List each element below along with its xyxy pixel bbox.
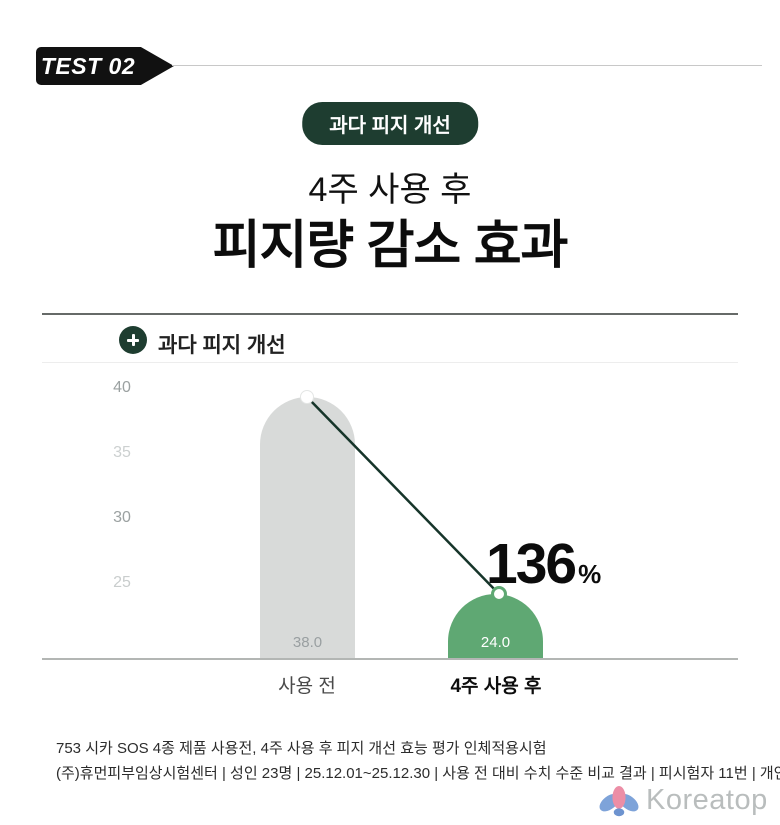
bar-before-use: 38.0 — [260, 397, 355, 659]
data-point-dot-after — [491, 586, 507, 602]
test-number-badge: TEST 02 — [36, 47, 174, 85]
x-axis-label-after: 4주 사용 후 — [450, 676, 542, 697]
brand-logo: Koreatop — [598, 782, 768, 818]
header-divider-line — [172, 65, 762, 66]
footnotes: 753 시카 SOS 4종 제품 사용전, 4주 사용 후 피지 개선 효능 평… — [56, 736, 780, 786]
y-axis-tick: 35 — [113, 444, 131, 461]
y-axis-tick: 25 — [113, 574, 131, 591]
x-axis-baseline — [42, 658, 738, 660]
footnote-line-2: (주)휴먼피부임상시험센터 | 성인 23명 | 25.12.01~25.12.… — [56, 765, 780, 782]
lotus-icon — [599, 786, 639, 817]
x-axis-label-before: 사용 전 — [278, 676, 336, 697]
section-bottom-rule — [42, 362, 738, 363]
bar-after-4weeks: 24.0 — [448, 594, 543, 659]
y-axis-tick: 40 — [113, 379, 131, 396]
data-point-dot-before — [300, 390, 314, 404]
test-number-label: TEST 02 — [40, 52, 136, 79]
section-label: 과다 피지 개선 — [158, 334, 286, 357]
title-subtitle: 4주 사용 후 — [308, 171, 472, 209]
category-pill-badge: 과다 피지 개선 — [302, 102, 478, 145]
bar-value-label: 38.0 — [292, 634, 323, 651]
page-title: 피지량 감소 효과 — [212, 217, 569, 275]
brand-logo-text: Koreatop — [646, 783, 768, 816]
bar-chart: 40 35 30 25 38.0 24.0 136% 사용 전 4주 사용 후 — [0, 375, 780, 705]
improvement-value: 136 — [486, 532, 577, 596]
improvement-unit: % — [578, 559, 602, 589]
bar-value-label: 24.0 — [480, 634, 511, 651]
footnote-line-1: 753 시카 SOS 4종 제품 사용전, 4주 사용 후 피지 개선 효능 평… — [56, 740, 547, 757]
y-axis-tick: 30 — [113, 509, 131, 526]
trend-line — [306, 396, 500, 595]
improvement-annotation: 136% — [486, 536, 601, 593]
section-top-rule — [42, 313, 738, 315]
plus-icon — [119, 326, 147, 354]
